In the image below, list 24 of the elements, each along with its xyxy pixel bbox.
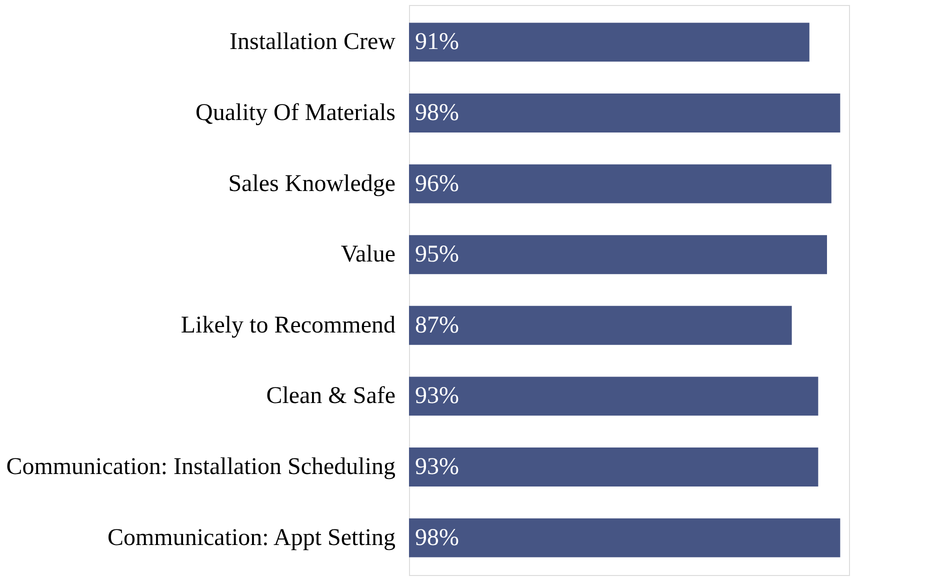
bar <box>409 22 810 62</box>
data-label: 91% <box>415 29 459 56</box>
bar <box>409 376 818 416</box>
bar <box>409 306 792 345</box>
data-label: 98% <box>415 524 459 551</box>
y-tick-label: Communication: Installation Scheduling <box>6 454 396 480</box>
bar <box>409 164 832 204</box>
y-tick-label: Likely to Recommend <box>180 312 396 338</box>
y-tick-label: Value <box>340 242 396 268</box>
data-label: 87% <box>415 312 459 338</box>
data-label: 93% <box>415 383 459 410</box>
bar <box>409 94 840 132</box>
bar <box>409 235 827 274</box>
bar <box>409 448 818 486</box>
y-tick-label: Installation Crew <box>230 29 396 56</box>
data-label: 96% <box>415 170 459 197</box>
data-label: 93% <box>415 454 459 480</box>
data-label: 95% <box>415 242 459 268</box>
data-label: 98% <box>415 100 459 126</box>
bar <box>409 518 840 558</box>
y-tick-label: Clean & Safe <box>266 383 396 410</box>
y-tick-label: Sales Knowledge <box>228 170 396 197</box>
y-tick-label: Communication: Appt Setting <box>108 524 396 551</box>
y-tick-label: Quality Of Materials <box>196 100 396 126</box>
